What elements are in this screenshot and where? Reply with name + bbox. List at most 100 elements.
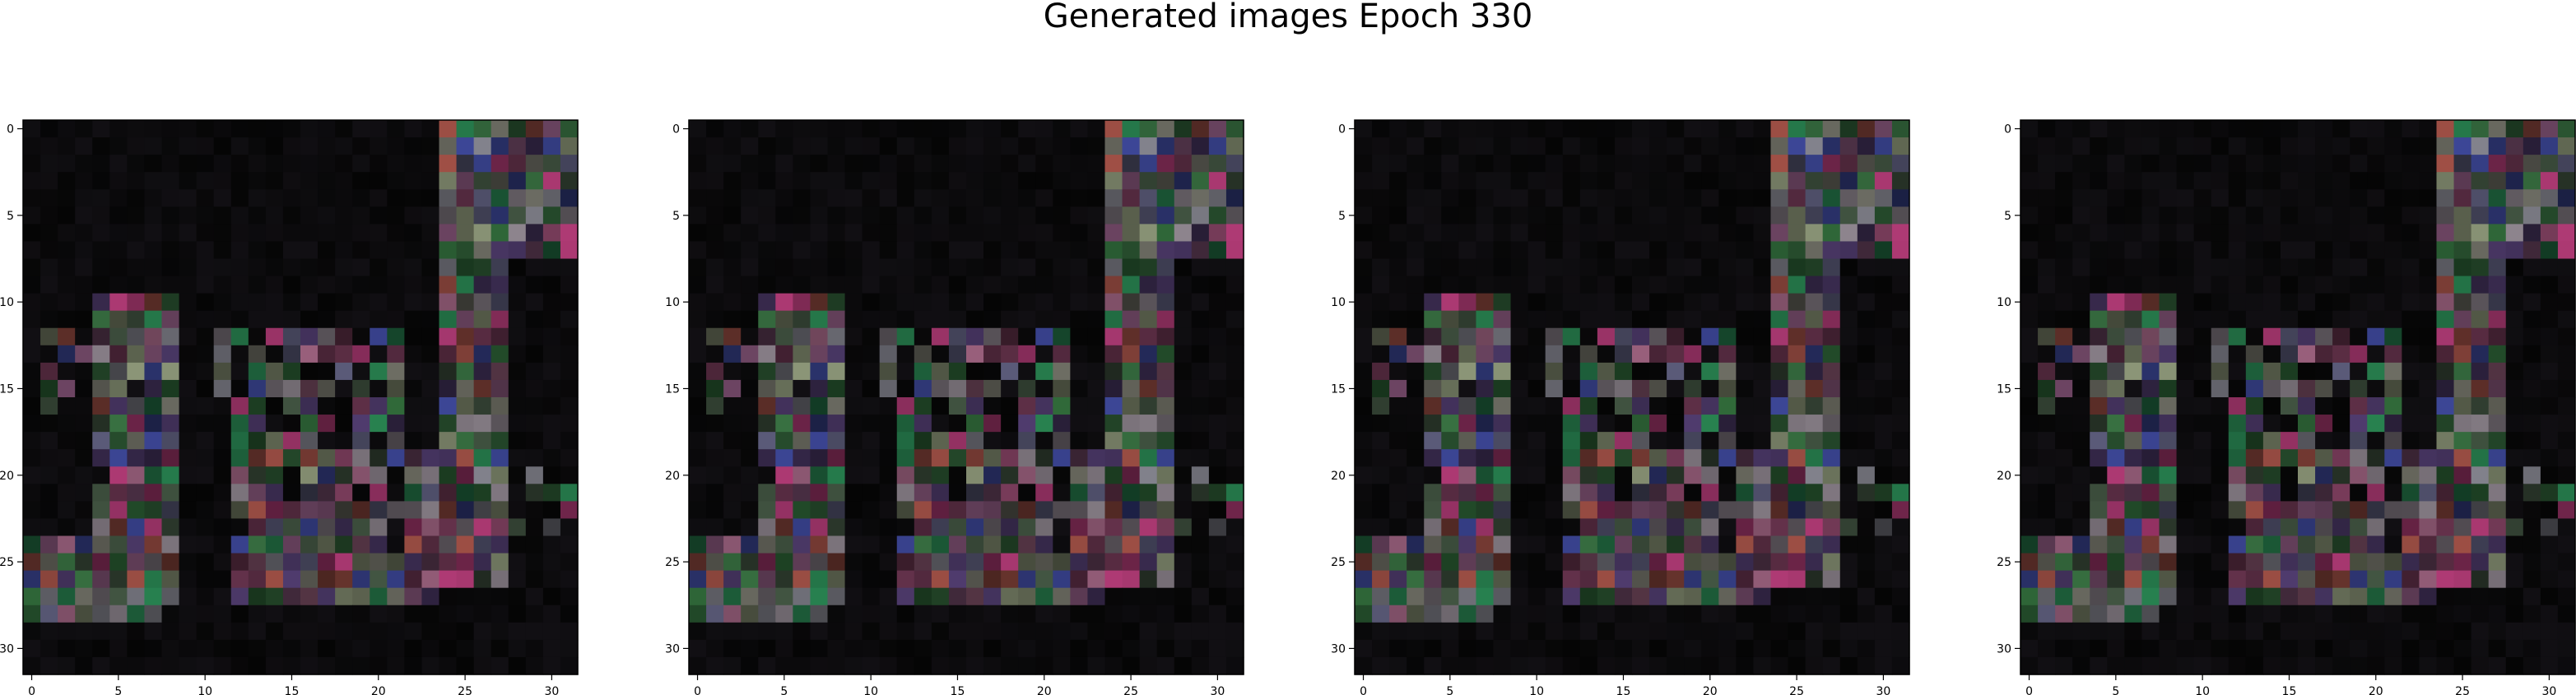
image-pixel (2228, 379, 2247, 398)
image-pixel (352, 501, 370, 520)
image-pixel (387, 656, 405, 675)
image-pixel (2159, 622, 2178, 641)
image-pixel (844, 172, 863, 190)
image-pixel (1597, 172, 1616, 190)
image-pixel (127, 137, 146, 155)
image-pixel (810, 466, 829, 484)
image-pixel (2453, 293, 2472, 312)
image-pixel (1649, 310, 1667, 329)
image-pixel (2402, 535, 2420, 554)
image-pixel (2419, 415, 2438, 433)
image-pixel (1510, 415, 1529, 433)
image-pixel (1874, 362, 1893, 381)
image-pixel (2298, 449, 2316, 467)
image-pixel (879, 293, 898, 312)
image-pixel (931, 137, 950, 155)
image-pixel (265, 501, 284, 520)
image-pixel (2540, 155, 2559, 173)
image-pixel (1389, 172, 1407, 190)
image-pixel (706, 605, 724, 623)
image-pixel (352, 189, 370, 207)
image-pixel (1527, 137, 1546, 155)
image-pixel (525, 605, 544, 623)
image-pixel (2367, 120, 2385, 138)
image-pixel (335, 415, 353, 433)
image-pixel (370, 449, 388, 467)
image-pixel (1597, 553, 1616, 572)
image-pixel (1441, 501, 1459, 520)
image-pixel (1355, 622, 1373, 641)
image-pixel (1753, 622, 1772, 641)
image-pixel (213, 415, 232, 433)
image-pixel (282, 518, 301, 537)
image-pixel (1579, 415, 1598, 433)
image-pixel (265, 379, 284, 398)
image-pixel (2332, 155, 2350, 173)
image-pixel (1139, 120, 1158, 138)
image-pixel (1018, 622, 1036, 641)
image-pixel (179, 172, 198, 190)
image-pixel (439, 535, 458, 554)
image-pixel (2072, 397, 2090, 415)
image-pixel (2298, 415, 2316, 433)
image-pixel (2193, 656, 2212, 675)
x-tick-label: 0 (2025, 685, 2033, 695)
image-pixel (1649, 484, 1667, 502)
image-pixel (127, 310, 146, 329)
image-pixel (508, 466, 527, 484)
image-pixel (40, 379, 58, 398)
image-pixel (1597, 241, 1616, 260)
image-pixel (1527, 397, 1546, 415)
image-pixel (2211, 293, 2230, 312)
image-pixel (542, 484, 561, 502)
image-pixel (2038, 172, 2056, 190)
image-pixel (265, 206, 284, 225)
image-pixel (1667, 172, 1685, 190)
image-pixel (2523, 310, 2541, 329)
image-pixel (2107, 449, 2125, 467)
image-pixel (2124, 466, 2143, 484)
image-pixel (1649, 622, 1667, 641)
image-pixel (793, 327, 811, 346)
image-pixel (1788, 587, 1806, 606)
image-pixel (23, 553, 41, 572)
image-pixel (1839, 276, 1858, 294)
image-pixel (862, 258, 881, 277)
image-pixel (473, 501, 492, 520)
image-pixel (2090, 553, 2108, 572)
image-pixel (1874, 415, 1893, 433)
image-pixel (1632, 276, 1650, 294)
image-pixel (300, 432, 319, 450)
image-pixel (1424, 155, 1442, 173)
image-pixel (862, 622, 881, 641)
image-pixel (2419, 258, 2438, 277)
image-pixel (983, 258, 1002, 277)
image-pixel (404, 656, 423, 675)
image-pixel (2211, 258, 2230, 277)
image-pixel (161, 276, 180, 294)
image-pixel (23, 276, 41, 294)
x-tick-label: 0 (1360, 685, 1367, 695)
image-pixel (58, 605, 76, 623)
image-pixel (827, 189, 846, 207)
image-pixel (2038, 327, 2056, 346)
image-pixel (758, 293, 776, 312)
image-pixel (2072, 535, 2090, 554)
image-pixel (1407, 449, 1425, 467)
image-pixel (179, 155, 198, 173)
image-pixel (1527, 449, 1546, 467)
image-pixel (827, 379, 846, 398)
image-pixel (2159, 276, 2178, 294)
image-pixel (40, 172, 58, 190)
image-pixel (1070, 535, 1089, 554)
image-pixel (1139, 379, 1158, 398)
image-pixel (2298, 570, 2316, 589)
image-pixel (1632, 639, 1650, 658)
image-pixel (2557, 587, 2576, 606)
image-pixel (1122, 189, 1141, 207)
image-pixel (491, 276, 509, 294)
image-pixel (92, 656, 110, 675)
image-pixel (109, 622, 128, 641)
image-pixel (689, 518, 707, 537)
image-pixel (144, 310, 163, 329)
